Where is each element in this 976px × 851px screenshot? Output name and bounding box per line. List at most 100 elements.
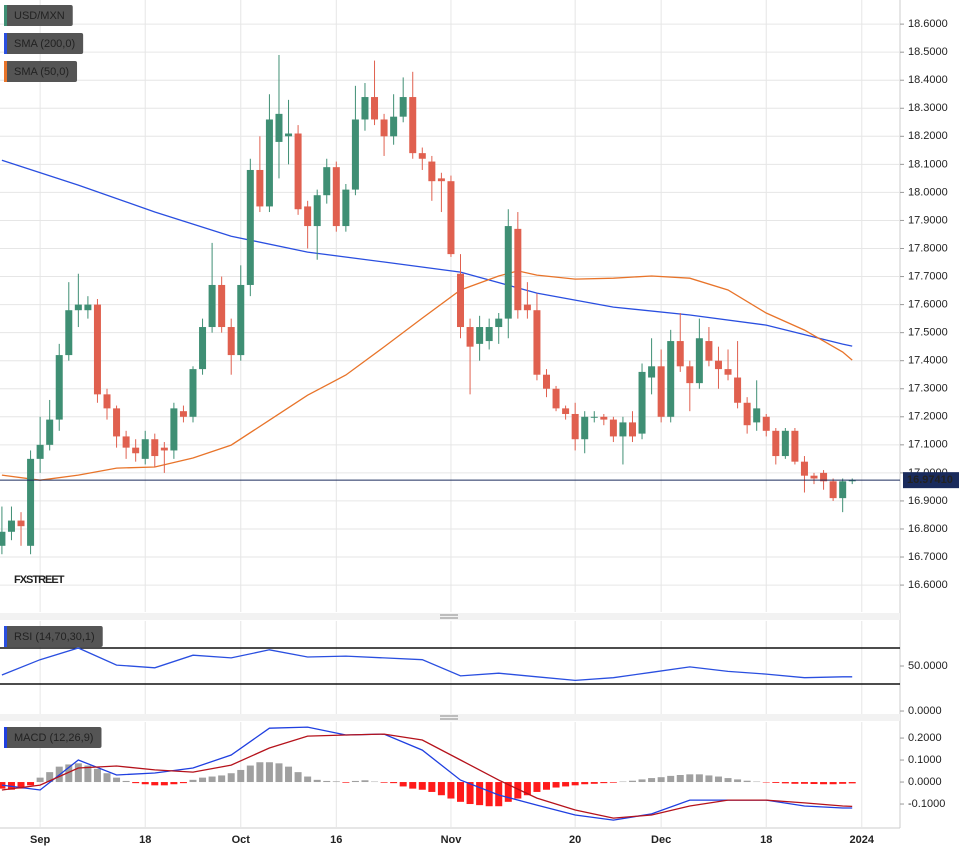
histogram-bar <box>839 782 847 784</box>
x-tick-label: 2024 <box>850 834 875 846</box>
y-tick-label: 16.9000 <box>908 495 948 507</box>
candle-body <box>504 226 512 319</box>
candle-body <box>705 341 713 361</box>
candle-body <box>762 416 770 431</box>
panel-divider[interactable] <box>0 714 900 721</box>
legend-box <box>4 33 84 54</box>
histogram-bar <box>361 780 369 783</box>
histogram-bar <box>667 775 675 783</box>
candle-body <box>667 341 675 417</box>
histogram-bar <box>734 779 742 783</box>
x-tick-label: Dec <box>651 834 671 846</box>
histogram-bar <box>275 763 283 783</box>
candle-body <box>791 430 799 462</box>
x-tick-label: 18 <box>139 834 151 846</box>
y-tick-label: 17.5000 <box>908 327 948 339</box>
legend-item: MACD (12,26,9) <box>4 727 102 748</box>
candle-body <box>820 472 828 482</box>
panel-divider[interactable] <box>0 613 900 620</box>
histogram-bar <box>160 782 168 786</box>
y-tick-label: 0.2000 <box>908 732 942 744</box>
y-tick-label: 17.1000 <box>908 439 948 451</box>
candle-body <box>552 388 560 409</box>
legend-swatch <box>4 626 7 647</box>
candle-body <box>495 318 503 328</box>
y-tick-label: 18.0000 <box>908 186 948 198</box>
legend-label: RSI (14,70,30,1) <box>14 631 95 643</box>
candle-body <box>466 327 474 347</box>
legend-item: RSI (14,70,30,1) <box>4 626 103 647</box>
candle-body <box>36 444 44 459</box>
histogram-bar <box>628 780 636 783</box>
histogram-bar <box>590 782 598 784</box>
y-tick-label: 16.6000 <box>908 579 948 591</box>
histogram-bar <box>265 762 273 783</box>
histogram-bar <box>323 780 331 783</box>
legend-swatch <box>4 61 7 82</box>
candle-body <box>113 408 121 437</box>
candle-body <box>571 413 579 440</box>
histogram-bar <box>256 762 264 783</box>
histogram-bar <box>179 782 187 784</box>
histogram-bar <box>122 780 130 783</box>
legend-label: MACD (12,26,9) <box>14 732 93 744</box>
histogram-bar <box>514 782 522 799</box>
histogram-bar <box>218 775 226 783</box>
histogram-bar <box>84 765 92 783</box>
candle-body <box>371 97 379 120</box>
histogram-bar <box>476 782 484 806</box>
candle-body <box>399 97 407 117</box>
y-tick-label: 0.0000 <box>908 776 942 788</box>
candle-body <box>753 408 761 423</box>
candle-body <box>132 447 140 454</box>
legend-box <box>4 61 78 82</box>
legend-swatch <box>4 33 7 54</box>
candle-body <box>103 394 111 409</box>
candle-body <box>304 206 312 227</box>
histogram-bar <box>533 782 541 792</box>
candle-body <box>227 327 235 356</box>
histogram-bar <box>457 782 465 802</box>
candle-body <box>523 304 531 311</box>
candle-body <box>246 169 254 285</box>
legend-box <box>4 727 102 748</box>
legend-swatch <box>4 5 7 26</box>
histogram-bar <box>36 777 44 783</box>
candle-body <box>447 181 455 255</box>
candle-body <box>285 133 293 137</box>
candle-body <box>485 327 493 342</box>
y-tick-label: 18.4000 <box>908 74 948 86</box>
y-tick-label: 17.7000 <box>908 270 948 282</box>
candle-body <box>170 408 178 451</box>
candle-body <box>734 377 742 403</box>
histogram-bar <box>542 782 550 790</box>
histogram-bar <box>800 782 808 784</box>
candle-body <box>208 284 216 328</box>
candle-body <box>743 402 751 426</box>
candle-body <box>600 416 608 420</box>
y-tick-label: 50.0000 <box>908 660 948 672</box>
histogram-bar <box>581 782 589 785</box>
candle-body <box>218 284 226 328</box>
histogram-bar <box>695 774 703 783</box>
candle-body <box>676 341 684 367</box>
candle-body <box>65 310 73 356</box>
histogram-bar <box>93 768 101 783</box>
histogram-bar <box>294 772 302 783</box>
histogram-bar <box>714 776 722 783</box>
histogram-bar <box>17 782 25 789</box>
y-tick-label: 17.2000 <box>908 411 948 423</box>
histogram-bar <box>227 773 235 783</box>
candle-body <box>781 430 789 457</box>
y-tick-label: -0.1000 <box>908 798 945 810</box>
candle-body <box>141 439 149 459</box>
histogram-bar <box>27 782 35 786</box>
candle-body <box>714 360 722 370</box>
candle-body <box>84 304 92 311</box>
x-tick-label: 16 <box>330 834 342 846</box>
legend-label: SMA (200,0) <box>14 38 75 50</box>
candle-body <box>724 369 732 375</box>
histogram-bar <box>705 775 713 783</box>
y-tick-label: 17.9000 <box>908 214 948 226</box>
